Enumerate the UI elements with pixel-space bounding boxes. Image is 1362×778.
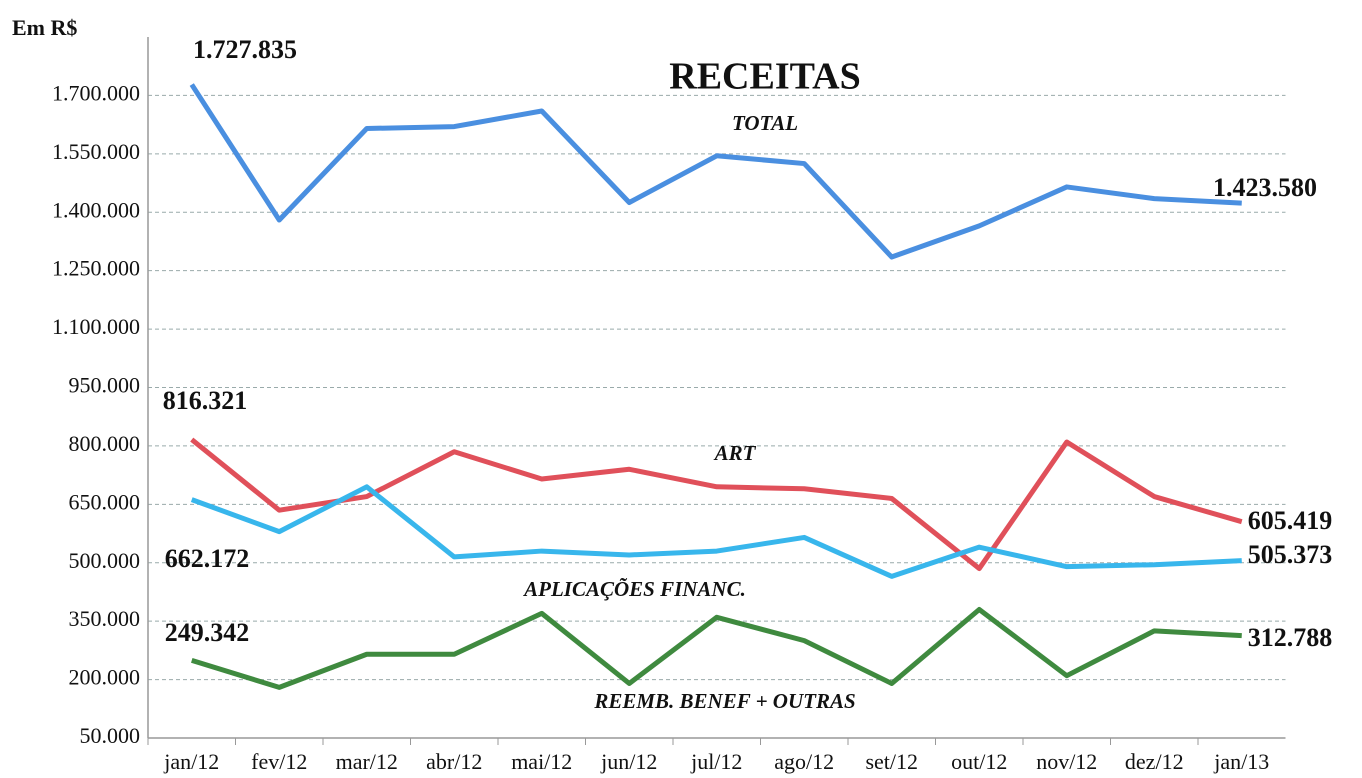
y-tick-label: 200.000 <box>69 665 141 690</box>
data-label: 312.788 <box>1248 623 1333 652</box>
data-label: 816.321 <box>163 386 248 415</box>
series-line <box>189 83 1242 260</box>
x-tick-label: out/12 <box>951 749 1007 774</box>
y-tick-label: 800.000 <box>69 431 141 456</box>
x-tick-label: jan/12 <box>163 749 219 774</box>
data-label: 505.373 <box>1248 540 1333 569</box>
x-tick-label: jun/12 <box>600 749 657 774</box>
y-tick-label: 1.700.000 <box>52 80 140 105</box>
x-tick-label: abr/12 <box>426 749 482 774</box>
y-tick-label: 1.400.000 <box>52 197 140 222</box>
y-tick-label: 50.000 <box>80 723 141 748</box>
x-tick-label: fev/12 <box>251 749 307 774</box>
data-label: 1.423.580 <box>1213 173 1317 202</box>
series-name: APLICAÇÕES FINANC. <box>522 577 746 601</box>
data-label: 662.172 <box>165 544 250 573</box>
y-tick-label: 950.000 <box>69 373 141 398</box>
y-tick-label: 1.100.000 <box>52 314 140 339</box>
x-tick-label: jul/12 <box>690 749 742 774</box>
y-tick-label: 1.550.000 <box>52 139 140 164</box>
series-name: REEMB. BENEF + OUTRAS <box>593 689 855 713</box>
x-tick-label: mar/12 <box>336 749 398 774</box>
data-label: 605.419 <box>1248 506 1333 535</box>
x-tick-label: nov/12 <box>1036 749 1097 774</box>
series-line <box>191 606 1242 690</box>
data-label: 1.727.835 <box>193 35 297 64</box>
x-tick-label: ago/12 <box>774 749 834 774</box>
data-label: 249.342 <box>165 618 250 647</box>
y-tick-label: 650.000 <box>69 489 141 514</box>
x-tick-label: set/12 <box>865 749 918 774</box>
series-line <box>190 484 1242 579</box>
y-tick-label: 1.250.000 <box>52 256 140 281</box>
y-axis-label: Em R$ <box>12 15 77 40</box>
series-line <box>190 437 1243 572</box>
series-name: TOTAL <box>732 111 798 135</box>
y-tick-label: 350.000 <box>69 606 141 631</box>
x-tick-label: mai/12 <box>511 749 572 774</box>
chart-title: RECEITAS <box>669 56 860 98</box>
x-tick-label: dez/12 <box>1125 749 1184 774</box>
x-tick-label: jan/13 <box>1213 749 1269 774</box>
y-tick-label: 500.000 <box>69 548 141 573</box>
series-name: ART <box>713 441 757 465</box>
